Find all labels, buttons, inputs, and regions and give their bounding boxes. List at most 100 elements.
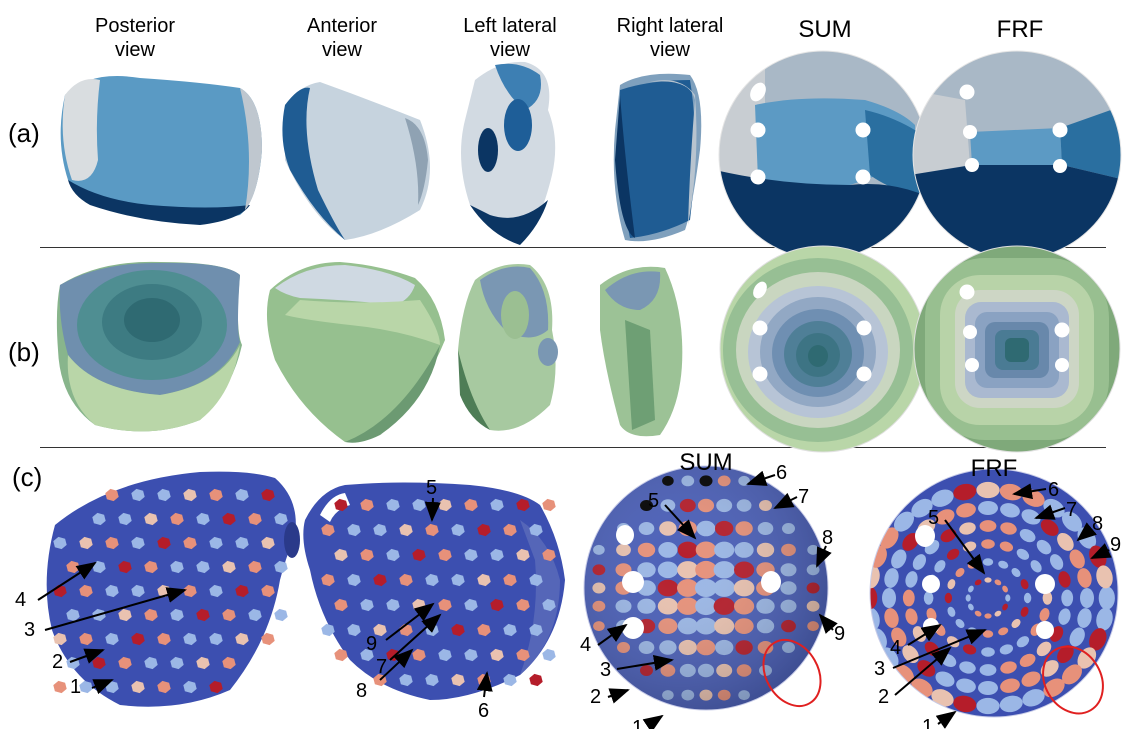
landmark-dots — [616, 82, 1070, 729]
mesh-spot — [974, 579, 982, 586]
row-a-anterior-mesh — [282, 82, 430, 240]
mesh-spot — [196, 656, 210, 670]
mesh-spot — [53, 536, 67, 550]
mesh-spot — [503, 623, 517, 637]
mesh-spot — [891, 627, 907, 647]
mesh-spot — [1036, 641, 1052, 657]
mesh-spot — [984, 577, 992, 583]
mesh-spot — [911, 498, 933, 518]
mesh-spot — [1036, 539, 1052, 555]
header-left-lateral-line2: view — [489, 39, 530, 61]
row-c-posterior-spots — [53, 488, 288, 694]
mesh-spot — [1016, 548, 1030, 560]
mesh-spot — [1030, 560, 1042, 573]
mesh-spot — [79, 536, 93, 550]
mesh-spot — [490, 598, 504, 612]
mesh-spot — [959, 522, 976, 535]
mesh-spot — [373, 573, 387, 587]
mesh-spot — [956, 678, 976, 693]
mesh-spot — [965, 594, 971, 602]
header-frf: FRF — [996, 16, 1044, 43]
mesh-spot — [1019, 653, 1036, 668]
mesh-spot — [209, 632, 223, 646]
mesh-spot — [974, 610, 982, 617]
mesh-spot — [935, 671, 955, 687]
mesh-spot — [902, 589, 915, 607]
mesh-spot — [1019, 528, 1036, 543]
header-posterior-line2: view — [114, 39, 155, 61]
mesh-spot — [1069, 549, 1085, 569]
mesh-spot — [235, 488, 249, 502]
row-c-sum-label-5: 5 — [648, 490, 659, 512]
mesh-spot — [946, 548, 960, 560]
mesh-spot — [334, 498, 348, 512]
row-c-ant-label-9: 9 — [366, 633, 377, 655]
row-c-sum-label-9: 9 — [834, 623, 845, 645]
row-c-frf-label-2: 2 — [878, 686, 889, 708]
mesh-spot — [1000, 503, 1020, 518]
mesh-spot — [464, 548, 478, 562]
mesh-spot — [902, 532, 919, 551]
row-c-sum-label-8: 8 — [822, 527, 833, 549]
row-c-sum-annotations — [597, 470, 838, 729]
mesh-spot — [157, 632, 171, 646]
header-right-lateral-view: Right lateral view — [590, 14, 750, 62]
mesh-spot — [183, 680, 197, 694]
mesh-spot — [1069, 627, 1085, 647]
row-b-frf-disk — [914, 246, 1120, 452]
mesh-spot — [274, 608, 288, 622]
mesh-spot — [183, 488, 197, 502]
mesh-spot — [882, 588, 896, 608]
mesh-spot — [131, 488, 145, 502]
mesh-spot — [516, 598, 530, 612]
mesh-spot — [984, 613, 992, 619]
mesh-spot — [248, 560, 262, 574]
row-c-frf-disk-border — [869, 468, 1119, 718]
row-c-sum-label-2: 2 — [590, 686, 601, 708]
mesh-spot — [360, 648, 374, 662]
mesh-spot — [542, 598, 556, 612]
mesh-spot — [66, 608, 80, 622]
mesh-spot — [529, 573, 543, 587]
row-c-anterior-spots — [321, 498, 556, 687]
mesh-spot — [1021, 671, 1041, 687]
mesh-spot — [373, 623, 387, 637]
separator-ab — [40, 247, 1106, 248]
row-c-frf-label-8: 8 — [1092, 513, 1103, 535]
row-c-frf-disk — [870, 469, 1118, 717]
mesh-spot — [451, 673, 465, 687]
mesh-spot — [1005, 594, 1011, 602]
mesh-spot — [978, 681, 998, 695]
mesh-spot — [274, 560, 288, 574]
row-c-frf-label-4: 4 — [890, 637, 901, 659]
row-c-frf-title: FRF — [971, 455, 1018, 482]
mesh-spot — [982, 558, 994, 566]
mesh-spot — [953, 483, 977, 501]
mesh-spot — [516, 648, 530, 662]
mesh-spot — [1011, 567, 1021, 578]
mesh-spot — [451, 623, 465, 637]
mesh-spot — [935, 509, 955, 525]
mesh-spot — [999, 644, 1014, 655]
mesh-spot — [979, 664, 997, 676]
row-c-ant-label-5: 5 — [426, 477, 437, 499]
header-posterior-line1: Posterior — [94, 15, 176, 37]
mesh-spot — [934, 560, 946, 573]
mesh-spot — [209, 584, 223, 598]
row-b-posterior-mesh — [56, 261, 242, 432]
row-c-frf-label-1: 1 — [922, 716, 933, 729]
mesh-spot — [157, 536, 171, 550]
mesh-spot — [235, 584, 249, 598]
mesh-spot — [222, 656, 236, 670]
mesh-spot — [209, 488, 223, 502]
row-c-sum-highlight-circle — [762, 639, 822, 707]
mesh-spot — [222, 560, 236, 574]
mesh-spot — [529, 523, 543, 537]
mesh-spot — [183, 536, 197, 550]
row-a-frf-disk — [913, 51, 1121, 259]
mesh-spot — [490, 548, 504, 562]
mesh-spot — [976, 481, 1000, 499]
row-c-frf-annotations — [892, 483, 1112, 729]
mesh-spot — [105, 536, 119, 550]
